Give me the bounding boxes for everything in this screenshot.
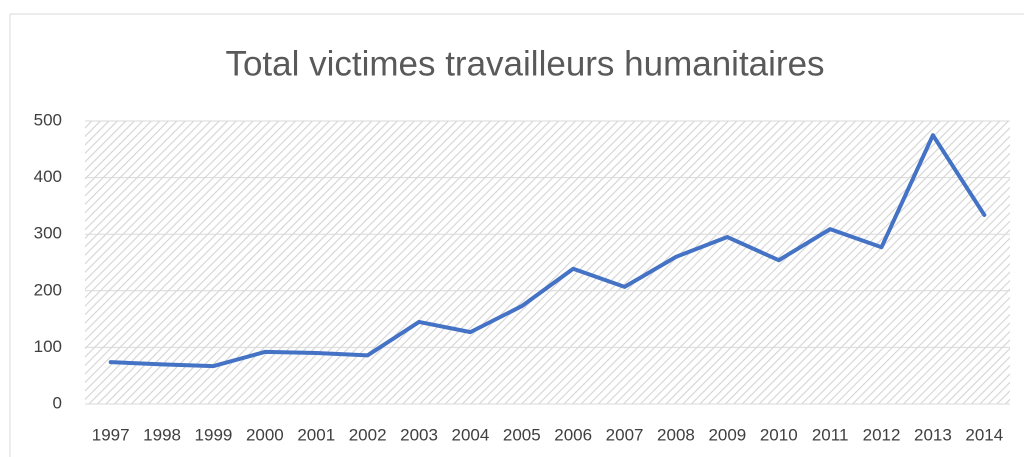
x-tick-label: 2003 [400, 425, 438, 444]
x-tick-label: 2010 [760, 425, 798, 444]
x-tick-label: 2012 [863, 425, 901, 444]
y-tick-label: 400 [34, 167, 62, 186]
x-tick-label: 2006 [554, 425, 592, 444]
x-tick-label: 2002 [349, 425, 387, 444]
x-tick-label: 2000 [246, 425, 284, 444]
x-tick-label: 2007 [606, 425, 644, 444]
x-tick-label: 2005 [503, 425, 541, 444]
y-tick-label: 300 [34, 224, 62, 243]
x-tick-label: 2009 [708, 425, 746, 444]
x-tick-label: 2008 [657, 425, 695, 444]
y-tick-label: 200 [34, 280, 62, 299]
y-tick-label: 500 [34, 110, 62, 129]
y-tick-label: 100 [34, 337, 62, 356]
plot-area [85, 121, 1010, 404]
x-tick-label: 1998 [143, 425, 181, 444]
x-tick-label: 2004 [452, 425, 490, 444]
line-series [108, 133, 987, 369]
x-tick-label: 2001 [297, 425, 335, 444]
x-tick-label: 2013 [914, 425, 952, 444]
x-tick-label: 1999 [195, 425, 233, 444]
x-tick-label: 1997 [92, 425, 130, 444]
x-tick-label: 2011 [812, 425, 849, 444]
chart-title: Total victimes travailleurs humanitaires [225, 44, 824, 83]
y-tick-label: 0 [53, 393, 62, 412]
x-tick-label: 2014 [965, 425, 1003, 444]
